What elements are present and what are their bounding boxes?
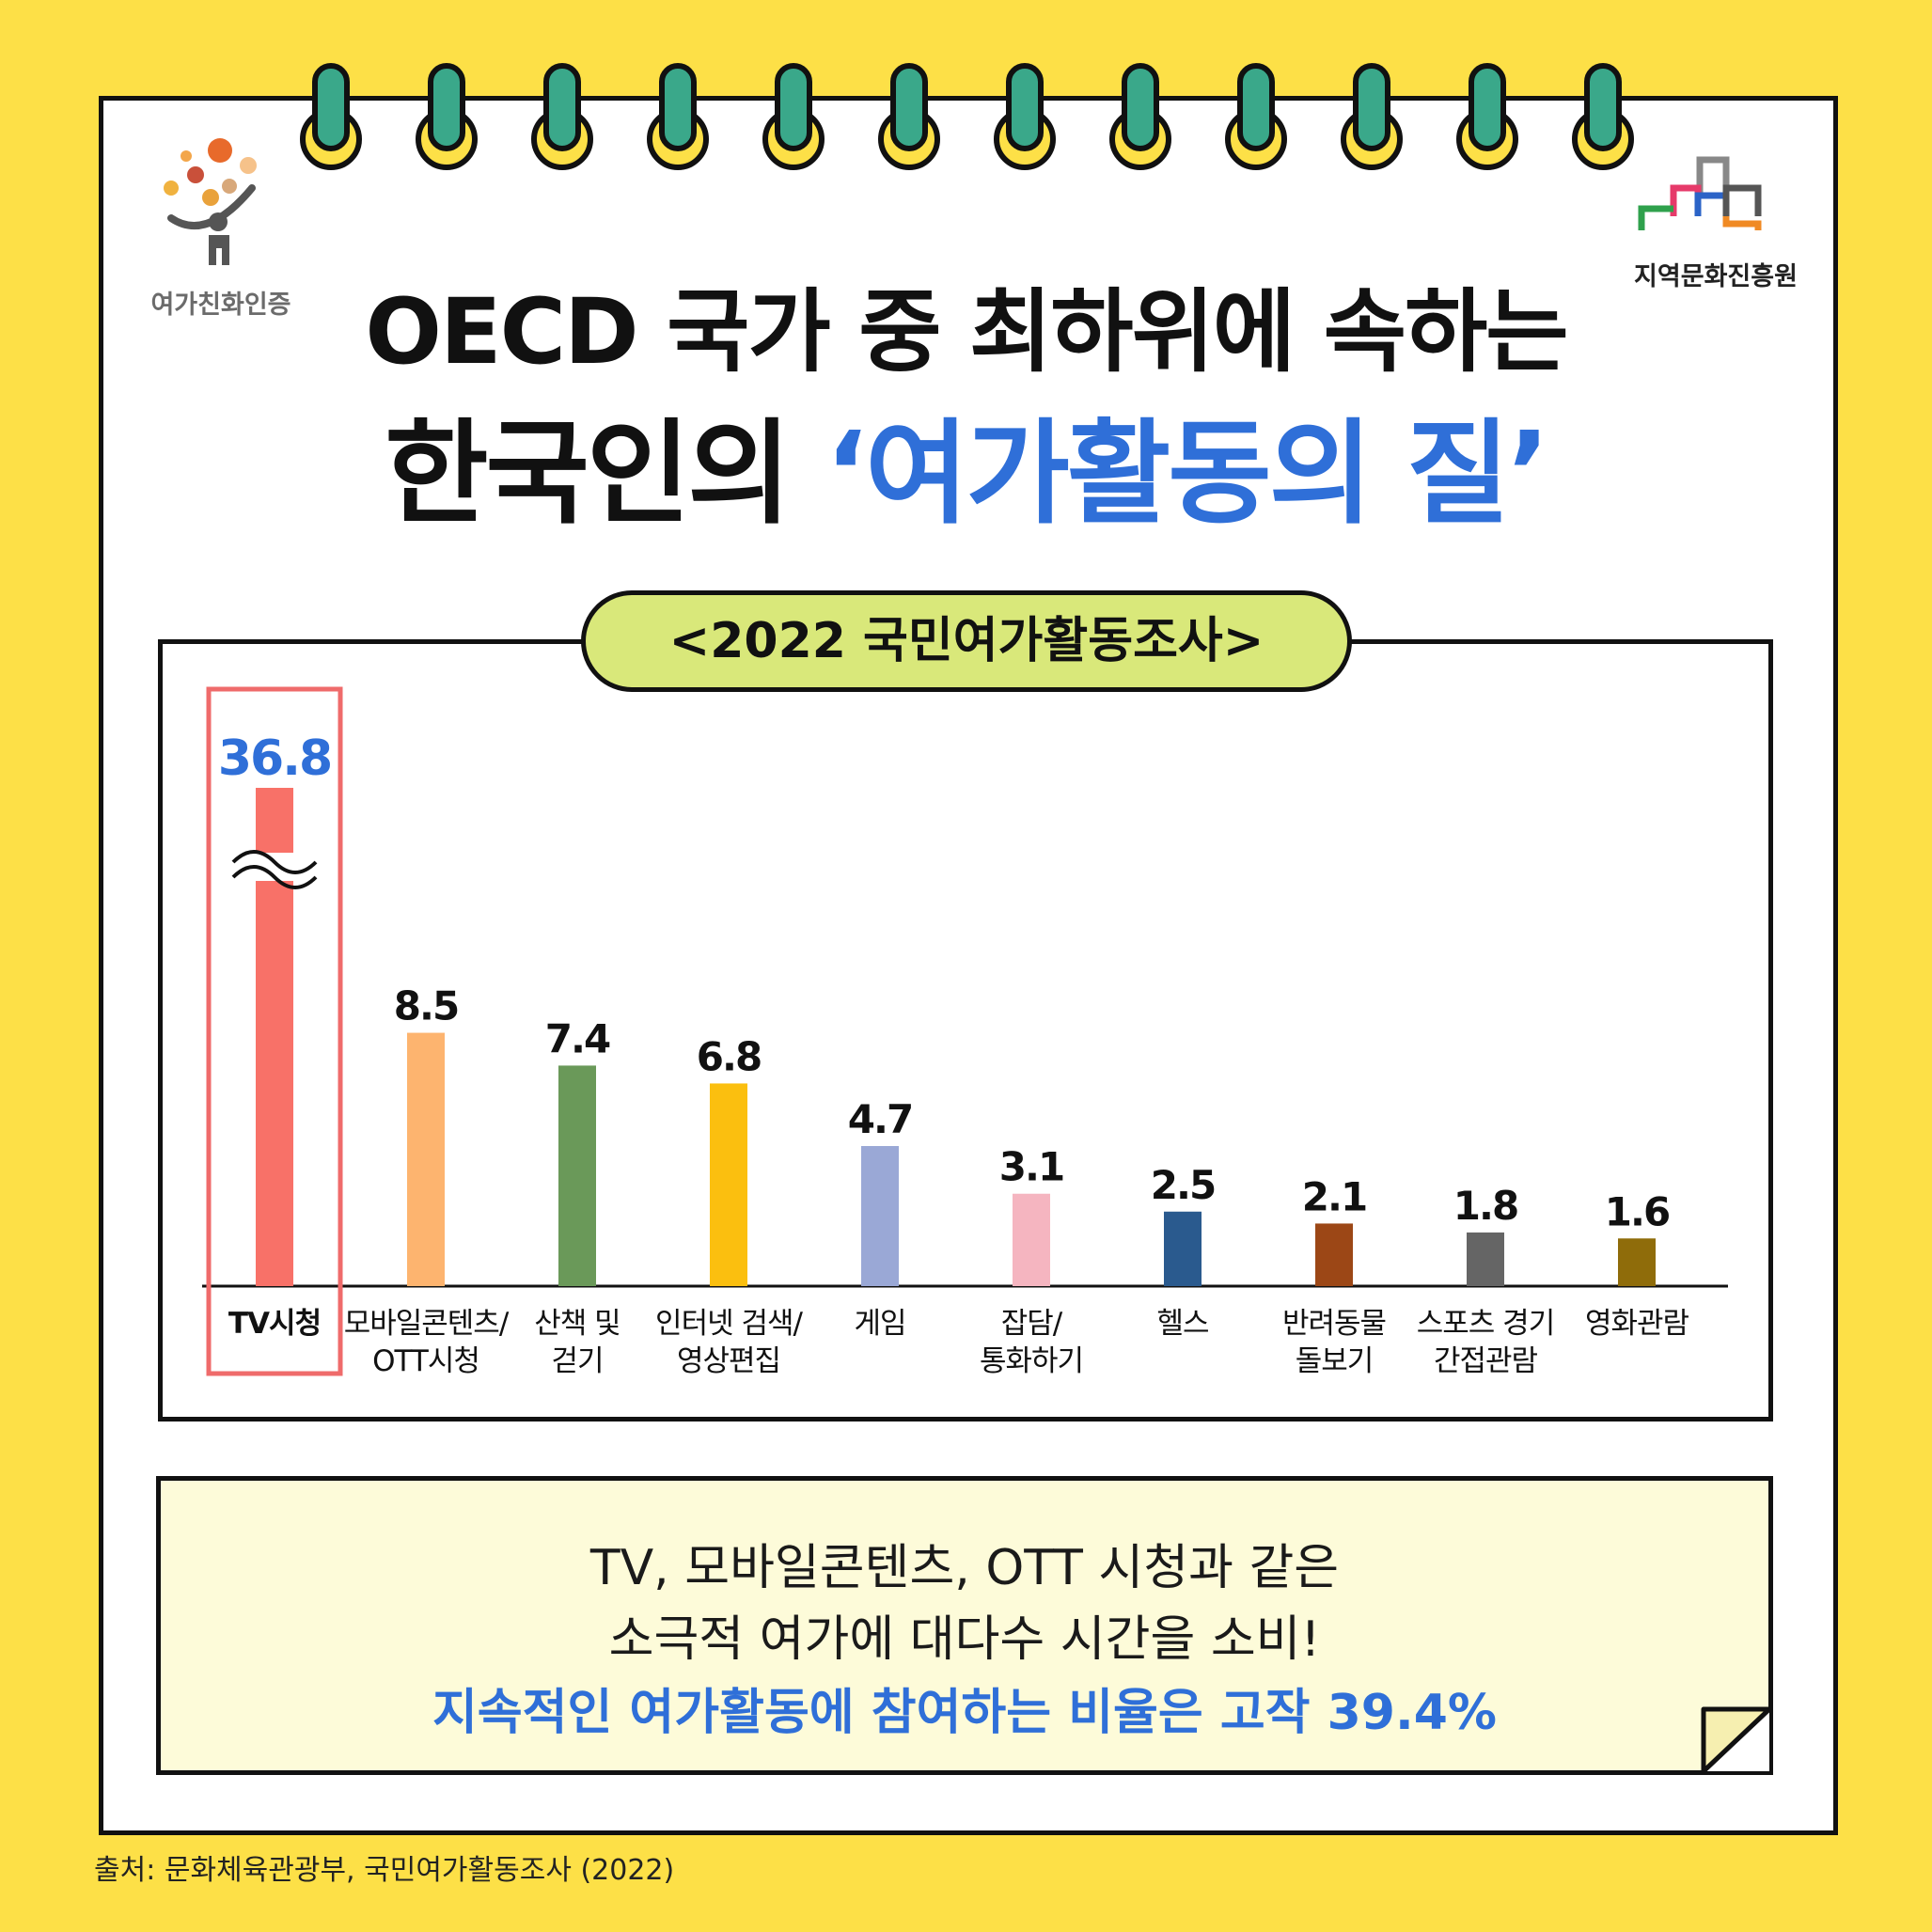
summary-note: TV, 모바일콘텐츠, OTT 시청과 같은 소극적 여가에 대다수 시간을 소… [156, 1476, 1773, 1775]
regional-culture-label: 지역문화진흥원 [1634, 262, 1798, 291]
bar [1013, 1193, 1050, 1286]
data-label: 2.5 [1151, 1162, 1215, 1208]
category-label: 인터넷 검색/ [655, 1307, 803, 1341]
category-label: 모바일콘텐츠/ [344, 1307, 510, 1341]
data-label: 6.8 [697, 1033, 761, 1079]
category-label: 게임 [854, 1307, 905, 1341]
data-label: 1.8 [1453, 1183, 1517, 1229]
binding-ring [775, 63, 812, 151]
chart-frame [158, 639, 1773, 1422]
bar [1467, 1232, 1504, 1286]
axis-break-mark [231, 850, 318, 874]
category-label: 스포츠 경기 [1417, 1307, 1554, 1341]
data-label: 8.5 [394, 983, 458, 1029]
binding-ring [312, 63, 350, 151]
binding-ring [1122, 63, 1159, 151]
binding-ring [1237, 63, 1275, 151]
note-line-1: TV, 모바일콘텐츠, OTT 시청과 같은 [589, 1540, 1340, 1596]
source-note: 출처: 문화체육관광부, 국민여가활동조사 (2022) [94, 1854, 675, 1887]
category-label: 통화하기 [980, 1344, 1083, 1378]
data-label: 1.6 [1605, 1188, 1669, 1234]
data-label: 4.7 [848, 1096, 912, 1142]
leisure-certification-label: 여가친화인증 [150, 291, 291, 320]
category-label: OTT시청 [372, 1344, 479, 1378]
bar [407, 1032, 445, 1286]
note-line-2: 소극적 여가에 대다수 시간을 소비! [608, 1611, 1321, 1668]
leisure-certification-logo [164, 138, 257, 265]
category-label: 잡담/ [1001, 1307, 1063, 1341]
category-label: 영상편집 [677, 1344, 780, 1378]
note-line-highlight: 지속적인 여가활동에 참여하는 비율은 고작 39.4% [432, 1685, 1498, 1741]
category-label: 반려동물 [1282, 1307, 1386, 1341]
category-label: 간접관람 [1434, 1344, 1538, 1378]
category-label: 헬스 [1156, 1307, 1208, 1341]
binding-ring [1469, 63, 1506, 151]
headline-highlight: ‘여가활동의 질’ [825, 409, 1550, 540]
bar [1315, 1223, 1353, 1286]
binding-ring [890, 63, 928, 151]
headline-line2: 한국인의 ‘여가활동의 질’ [0, 414, 1932, 536]
axis-break-mark [231, 865, 318, 889]
spiral-binding [300, 63, 1634, 170]
category-label: 돌보기 [1296, 1344, 1374, 1378]
bar [861, 1146, 899, 1286]
data-label: 7.4 [545, 1015, 610, 1061]
data-label: 3.1 [999, 1144, 1063, 1190]
data-label: 2.1 [1302, 1173, 1366, 1219]
binding-ring [428, 63, 465, 151]
binding-ring [1353, 63, 1390, 151]
data-label: 36.8 [218, 730, 331, 787]
bar [710, 1083, 747, 1286]
highlight-frame [206, 686, 343, 1376]
bar [1164, 1211, 1202, 1286]
chart-title: <2022 국민여가활동조사> [581, 590, 1352, 692]
headline-prefix: 한국인의 [385, 409, 825, 540]
bar [1618, 1238, 1656, 1286]
binding-ring [543, 63, 581, 151]
category-label: 산책 및 [534, 1307, 620, 1341]
category-label: 영화관람 [1585, 1307, 1689, 1341]
binding-ring [1584, 63, 1622, 151]
headline-line1: OECD 국가 중 최하위에 속하는 [365, 279, 1568, 385]
bar [558, 1065, 596, 1286]
category-label: TV시청 [228, 1307, 321, 1341]
regional-culture-logo [1638, 156, 1762, 230]
category-label: 걷기 [551, 1344, 603, 1378]
binding-ring [659, 63, 697, 151]
binding-ring [1006, 63, 1044, 151]
folded-corner-icon [1701, 1706, 1771, 1773]
